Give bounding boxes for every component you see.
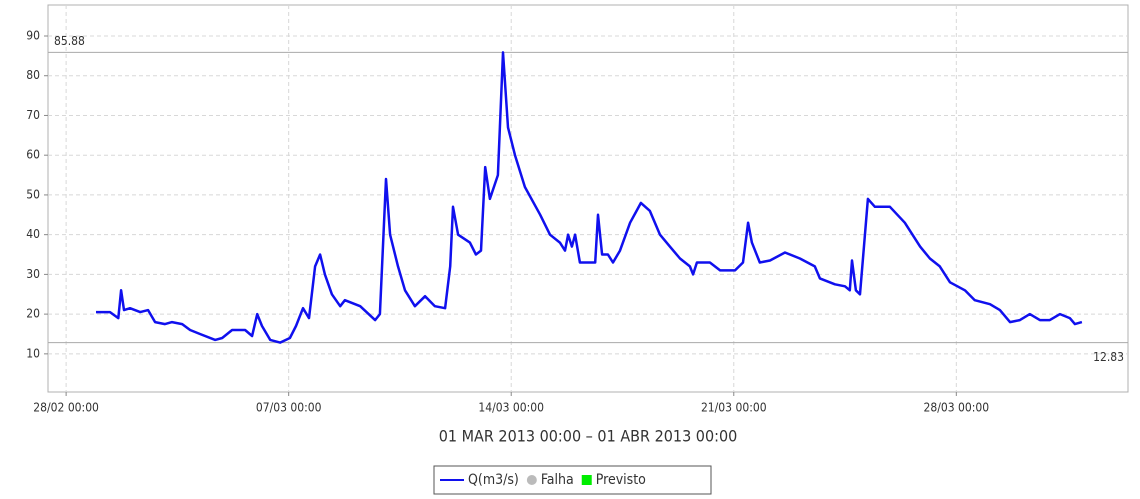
x-tick-label: 28/02 00:00 — [33, 401, 99, 415]
y-tick-label: 60 — [26, 148, 40, 162]
legend-label: Previsto — [596, 472, 646, 488]
y-tick-label: 30 — [26, 267, 40, 281]
plot-area — [47, 4, 1129, 393]
y-tick-label: 40 — [26, 227, 40, 241]
max-label: 85.88 — [54, 34, 85, 48]
x-tick-label: 07/03 00:00 — [256, 401, 322, 415]
legend-label: Q(m3/s) — [468, 472, 519, 488]
y-tick-label: 80 — [26, 68, 40, 82]
subtitle: 01 MAR 2013 00:00 – 01 ABR 2013 00:00 — [439, 427, 738, 446]
legend-swatch — [526, 475, 537, 485]
y-tick-label: 20 — [26, 307, 40, 321]
x-tick-label: 21/03 00:00 — [701, 401, 767, 415]
x-tick-label: 28/03 00:00 — [923, 401, 989, 415]
legend-swatch — [581, 475, 592, 485]
y-tick-label: 50 — [26, 187, 40, 201]
y-tick-label: 70 — [26, 108, 40, 122]
x-tick-label: 14/03 00:00 — [478, 401, 544, 415]
legend-label: Falha — [541, 472, 574, 488]
legend-box — [433, 465, 712, 495]
series-line — [96, 51, 1083, 344]
y-tick-label: 90 — [26, 28, 40, 42]
min-label: 12.83 — [1093, 350, 1124, 364]
y-tick-label: 10 — [26, 346, 40, 360]
